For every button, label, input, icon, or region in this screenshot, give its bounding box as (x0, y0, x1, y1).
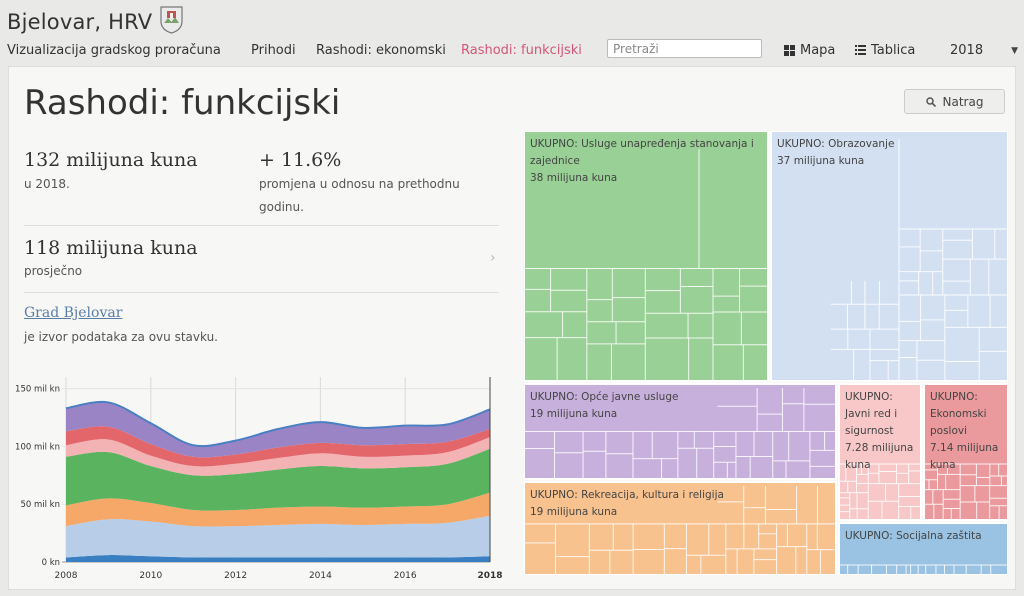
average-value: 118 milijuna kuna (24, 237, 198, 259)
treemap-block-housing[interactable] (524, 131, 769, 382)
back-button-label: Natrag (942, 94, 984, 109)
change-value: + 11.6% (259, 149, 342, 171)
site-subtitle: Vizualizacija gradskog proračuna (7, 43, 221, 58)
treemap: UKUPNO: Usluge unapređenja stanovanja i … (524, 131, 1008, 575)
y-tick-label: 50 mil kn (20, 500, 60, 510)
chevron-down-icon: ▼ (1011, 45, 1019, 56)
treemap-block-education[interactable] (770, 131, 1008, 382)
city-crest-icon (160, 6, 183, 34)
main-panel: Rashodi: funkcijski Natrag 132 milijuna … (8, 66, 1016, 590)
map-view-label: Mapa (800, 43, 836, 58)
search-icon (925, 96, 936, 107)
x-tick-label: 2010 (139, 571, 162, 581)
area-series-4[interactable] (66, 437, 490, 476)
map-view-button[interactable]: Mapa (784, 43, 835, 58)
area-chart: 2008 2010 2012 2014 2016 2018 0 kn 50 mil kn 100… (15, 377, 503, 581)
y-tick-label: 0 kn (42, 558, 60, 568)
x-tick-label: 2014 (309, 571, 332, 581)
nav-rashodi-funkcijski[interactable]: Rashodi: funkcijski (461, 43, 582, 58)
table-view-button[interactable]: Tablica (855, 43, 915, 58)
back-button[interactable]: Natrag (904, 89, 1005, 114)
divider (24, 292, 499, 293)
chevron-right-icon[interactable]: › (490, 250, 496, 266)
x-tick-label: 2018 (477, 571, 502, 581)
divider (24, 225, 499, 226)
nav-prihodi[interactable]: Prihodi (251, 43, 296, 58)
change-caption-line1: promjena u odnosu na prethodnu (259, 177, 460, 191)
y-tick-label: 100 mil kn (15, 442, 60, 452)
page-title: Rashodi: funkcijski (24, 83, 341, 123)
x-tick-label: 2008 (55, 571, 78, 581)
city-title: Bjelovar, HRV (7, 10, 153, 34)
table-view-label: Tablica (871, 43, 916, 58)
total-line (65, 400, 491, 448)
area-series-5[interactable] (66, 426, 490, 467)
area-series-2[interactable] (66, 492, 490, 527)
year-value: 2018 (950, 43, 984, 58)
area-series-1[interactable] (66, 515, 490, 558)
area-series-0[interactable] (66, 555, 490, 562)
treemap-block-economic[interactable] (923, 383, 1008, 521)
x-tick-label: 2012 (224, 571, 247, 581)
treemap-block-social[interactable] (838, 522, 1008, 575)
source-caption: je izvor podataka za ovu stavku. (24, 330, 218, 344)
treemap-block-order[interactable] (838, 383, 922, 521)
list-icon (855, 45, 866, 55)
average-caption: prosječno (24, 264, 83, 278)
y-tick-label: 150 mil kn (15, 385, 60, 395)
treemap-shapes (524, 131, 1008, 575)
area-series-3[interactable] (66, 448, 490, 511)
search-input[interactable] (607, 39, 762, 58)
grid-icon (784, 45, 795, 56)
x-tick-label: 2016 (394, 571, 417, 581)
treemap-block-recreation[interactable] (524, 481, 837, 575)
nav-rashodi-ekonomski[interactable]: Rashodi: ekonomski (316, 43, 446, 58)
year-select[interactable]: 2018 ▼ (950, 43, 1018, 58)
change-caption-line2: godinu. (259, 200, 304, 214)
total-value: 132 milijuna kuna (24, 149, 198, 171)
total-caption: u 2018. (24, 177, 70, 191)
source-link[interactable]: Grad Bjelovar (24, 305, 123, 321)
